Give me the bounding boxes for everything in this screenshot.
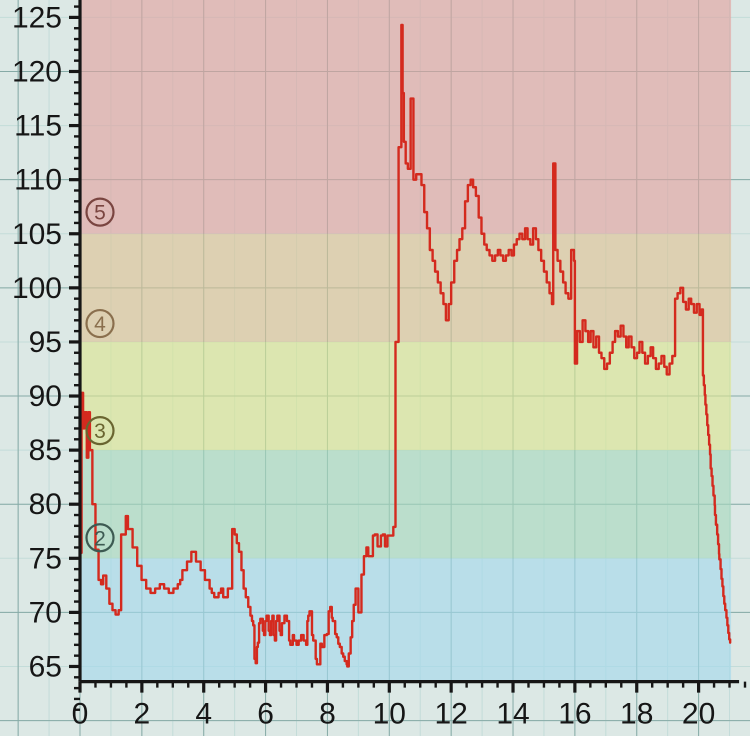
svg-text:2: 2 — [134, 698, 151, 731]
svg-text:95: 95 — [29, 326, 62, 359]
svg-text:125: 125 — [12, 1, 62, 34]
svg-text:3: 3 — [94, 420, 106, 443]
svg-text:65: 65 — [29, 650, 62, 683]
svg-text:75: 75 — [29, 542, 62, 575]
svg-text:5: 5 — [94, 202, 106, 225]
svg-text:110: 110 — [14, 164, 62, 197]
svg-text:120: 120 — [12, 55, 62, 88]
svg-text:4: 4 — [94, 313, 106, 336]
svg-text:4: 4 — [195, 698, 212, 731]
svg-text:80: 80 — [29, 488, 62, 521]
svg-text:90: 90 — [29, 380, 62, 413]
svg-text:105: 105 — [12, 218, 62, 251]
svg-text:115: 115 — [14, 110, 62, 143]
svg-text:2: 2 — [94, 527, 106, 550]
svg-text:8: 8 — [319, 698, 336, 731]
svg-text:16: 16 — [558, 698, 591, 731]
svg-text:12: 12 — [434, 698, 467, 731]
svg-text:100: 100 — [12, 272, 62, 305]
svg-text:14: 14 — [496, 698, 529, 731]
svg-text:20: 20 — [682, 698, 715, 731]
svg-text:0: 0 — [72, 698, 89, 731]
svg-text:85: 85 — [29, 434, 62, 467]
svg-text:10: 10 — [373, 698, 406, 731]
svg-text:18: 18 — [620, 698, 653, 731]
svg-text:70: 70 — [29, 596, 62, 629]
svg-text:6: 6 — [257, 698, 274, 731]
